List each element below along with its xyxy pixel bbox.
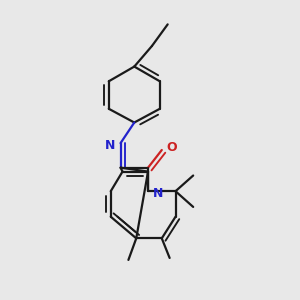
Text: O: O: [166, 141, 177, 154]
Text: N: N: [105, 139, 115, 152]
Text: N: N: [153, 187, 163, 200]
